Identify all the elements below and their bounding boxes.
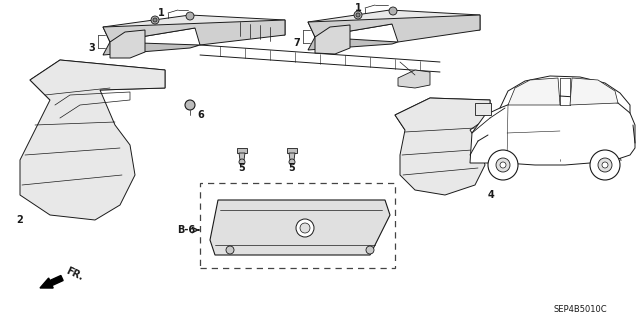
Text: 2: 2 (17, 215, 24, 225)
Text: 5: 5 (239, 163, 245, 173)
Polygon shape (398, 70, 430, 88)
Bar (200, 183, 395, 268)
Polygon shape (289, 153, 295, 160)
Text: 3: 3 (88, 43, 95, 53)
Text: 6: 6 (197, 110, 204, 120)
Polygon shape (395, 98, 490, 195)
Circle shape (598, 158, 612, 172)
Text: 7: 7 (293, 38, 300, 48)
Circle shape (239, 159, 245, 165)
Circle shape (186, 12, 194, 20)
Circle shape (496, 158, 510, 172)
Circle shape (366, 246, 374, 254)
Polygon shape (103, 15, 285, 42)
Circle shape (354, 11, 362, 19)
Circle shape (300, 223, 310, 233)
Polygon shape (570, 78, 618, 105)
Text: 4: 4 (488, 190, 495, 200)
Text: SEP4B5010C: SEP4B5010C (553, 306, 607, 315)
Text: FR.: FR. (65, 266, 85, 282)
Polygon shape (239, 153, 245, 160)
Polygon shape (237, 148, 247, 153)
Polygon shape (395, 98, 490, 130)
Circle shape (226, 246, 234, 254)
FancyArrow shape (40, 276, 63, 288)
Polygon shape (315, 25, 350, 54)
Polygon shape (308, 37, 398, 50)
Text: B-6: B-6 (177, 225, 195, 235)
Bar (475, 103, 491, 115)
Circle shape (590, 150, 620, 180)
Polygon shape (470, 96, 635, 165)
Polygon shape (30, 60, 165, 100)
Circle shape (500, 162, 506, 168)
Polygon shape (103, 20, 285, 45)
Text: 5: 5 (289, 163, 296, 173)
Polygon shape (287, 148, 297, 153)
Polygon shape (508, 78, 560, 105)
Polygon shape (20, 60, 165, 220)
Circle shape (389, 7, 397, 15)
Circle shape (296, 219, 314, 237)
Circle shape (289, 159, 295, 165)
Text: 1: 1 (158, 8, 165, 18)
Polygon shape (103, 42, 200, 55)
Circle shape (602, 162, 608, 168)
Circle shape (153, 18, 157, 22)
Circle shape (185, 100, 195, 110)
Polygon shape (210, 200, 390, 255)
Circle shape (151, 16, 159, 24)
Circle shape (488, 150, 518, 180)
Text: 1: 1 (355, 3, 362, 13)
Polygon shape (308, 10, 480, 37)
Polygon shape (110, 30, 145, 58)
Circle shape (356, 13, 360, 17)
Polygon shape (308, 15, 480, 42)
